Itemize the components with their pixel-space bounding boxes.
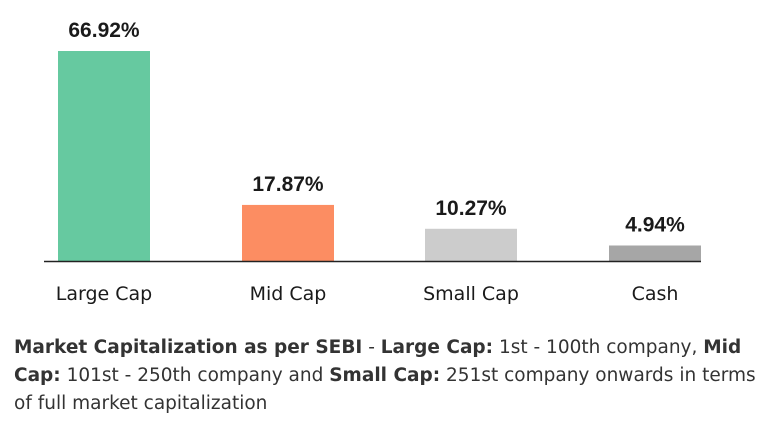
bar-small-cap: [425, 228, 517, 261]
data-label-large-cap: 66.92%: [68, 19, 140, 42]
data-label-small-cap: 10.27%: [435, 197, 507, 220]
category-label-small-cap: Small Cap: [423, 283, 519, 305]
data-label-cash: 4.94%: [625, 213, 685, 236]
footnote-large-cap-text: 1st - 100th company,: [493, 337, 704, 358]
category-label-mid-cap: Mid Cap: [250, 283, 327, 305]
bar-mid-cap: [242, 204, 334, 261]
sebi-footnote: Market Capitalization as per SEBI - Larg…: [14, 334, 762, 418]
footnote-small-cap-label: Small Cap:: [329, 365, 441, 386]
footnote-title: Market Capitalization as per SEBI: [14, 337, 363, 358]
category-label-cash: Cash: [632, 283, 679, 305]
footnote-small-cap-text: 251st company onwards in terms of full m…: [14, 365, 756, 414]
footnote-mid-cap-text: 101st - 250th company and: [60, 365, 330, 386]
bar-large-cap: [58, 51, 150, 261]
category-label-large-cap: Large Cap: [56, 283, 152, 305]
footnote-large-cap-label: Large Cap:: [380, 337, 494, 358]
data-label-mid-cap: 17.87%: [252, 173, 324, 196]
footnote-mid-cap-label: Mid Cap:: [14, 337, 742, 386]
footnote-separator: -: [362, 337, 381, 358]
bar-cash: [609, 245, 701, 261]
market-cap-bar-chart: 66.92% Large Cap 17.87% Mid Cap 10.27% Small …: [44, 19, 701, 305]
